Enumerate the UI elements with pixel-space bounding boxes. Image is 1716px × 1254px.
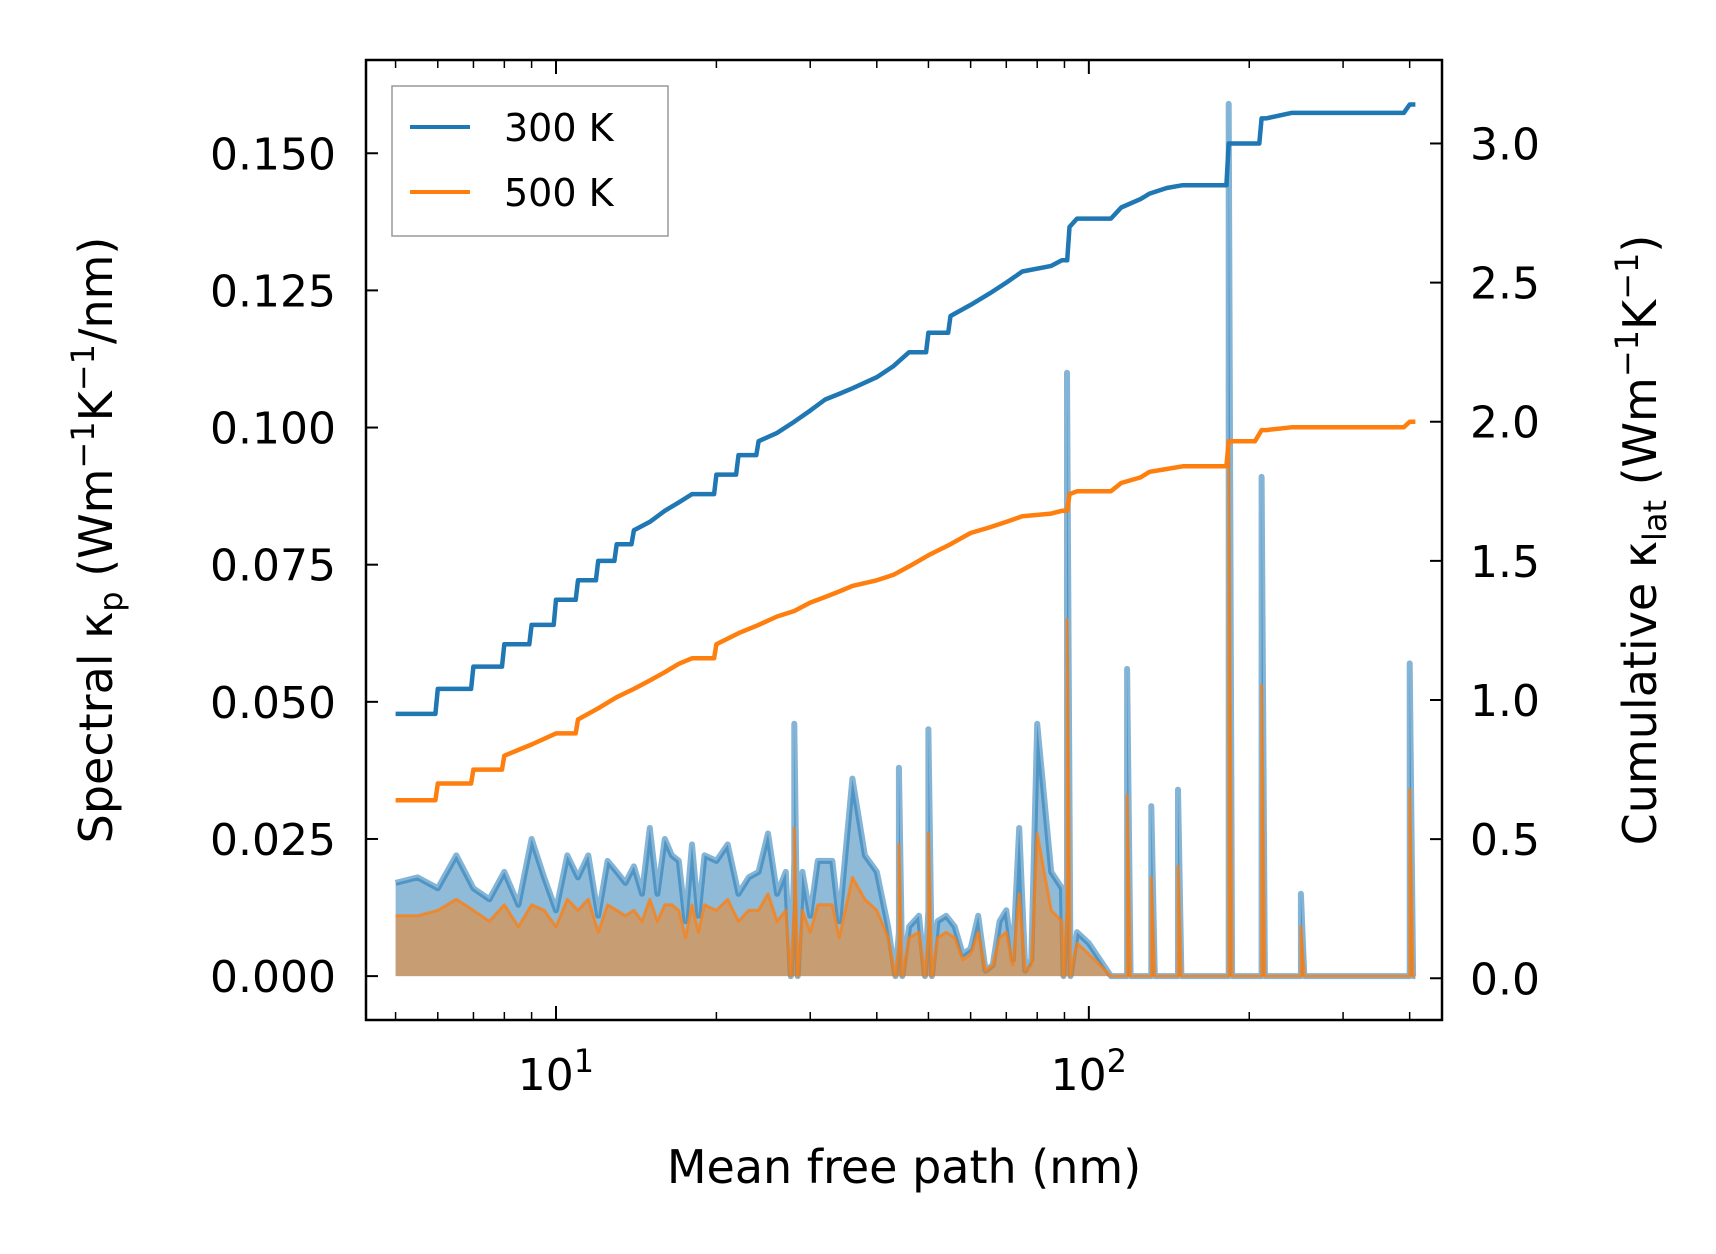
x-axis-title: Mean free path (nm): [667, 1140, 1141, 1194]
cumulative-line-500k: [395, 419, 1416, 803]
plot-frame: [364, 58, 1444, 1022]
right-y-tick-label: 2.5: [1470, 259, 1540, 310]
left-y-tick-labels: 0.000 0.025 0.050 0.075 0.100 0.125 0.150: [210, 129, 336, 1003]
cumulative-line-300k: [395, 102, 1416, 717]
legend-label-300k: 300 K: [504, 106, 615, 150]
right-y-tick-label: 3.0: [1470, 119, 1540, 170]
axis-ticks: [366, 60, 1442, 1020]
left-y-tick-label: 0.150: [210, 129, 336, 180]
right-y-tick-label: 0.5: [1470, 815, 1540, 866]
right-y-tick-label: 0.0: [1470, 954, 1540, 1005]
x-tick-labels: 101 102: [518, 1042, 1127, 1101]
right-y-tick-label: 1.0: [1470, 676, 1540, 727]
plot-area: [394, 100, 1417, 980]
right-y-axis-title: Cumulative κlat (Wm−1K−1): [1608, 235, 1674, 846]
left-y-tick-label: 0.025: [210, 815, 336, 866]
legend-label-500k: 500 K: [504, 171, 615, 215]
left-y-tick-label: 0.050: [210, 678, 336, 729]
legend-box: [391, 85, 669, 237]
spectral-fill-500k: [395, 455, 1416, 977]
left-y-tick-label: 0.125: [210, 266, 336, 317]
right-y-tick-label: 2.0: [1470, 398, 1540, 449]
left-y-axis-title: Spectral κp (Wm−1K−1/nm): [64, 237, 130, 844]
x-tick-label: 101: [518, 1042, 594, 1101]
legend: 300 K 500 K: [391, 85, 669, 237]
right-y-tick-label: 1.5: [1470, 537, 1540, 588]
right-y-tick-labels: 0.0 0.5 1.0 1.5 2.0 2.5 3.0: [1470, 119, 1540, 1005]
x-tick-label: 102: [1051, 1042, 1127, 1101]
spectral-line-500k: [395, 453, 1416, 978]
left-y-tick-label: 0.000: [210, 952, 336, 1003]
left-y-tick-label: 0.075: [210, 541, 336, 592]
left-y-tick-label: 0.100: [210, 404, 336, 455]
